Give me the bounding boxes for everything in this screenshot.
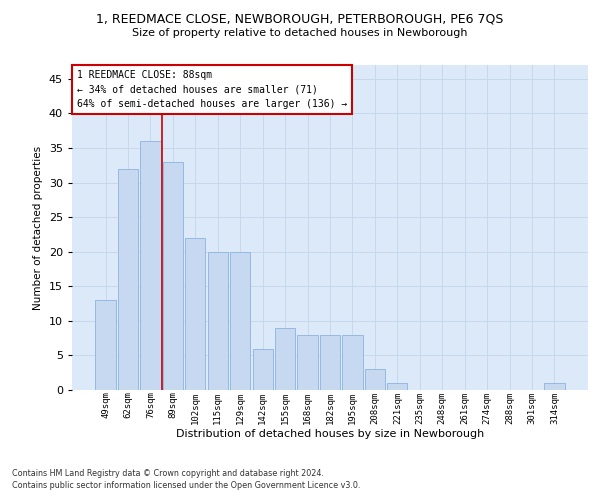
X-axis label: Distribution of detached houses by size in Newborough: Distribution of detached houses by size …	[176, 429, 484, 439]
Bar	[298, 334, 317, 390]
Text: 1, REEDMACE CLOSE, NEWBOROUGH, PETERBOROUGH, PE6 7QS: 1, REEDMACE CLOSE, NEWBOROUGH, PETERBORO…	[97, 12, 503, 26]
Bar	[95, 300, 116, 390]
Bar	[163, 162, 183, 390]
Bar	[118, 168, 138, 390]
Bar	[320, 334, 340, 390]
Bar	[208, 252, 228, 390]
Text: Contains public sector information licensed under the Open Government Licence v3: Contains public sector information licen…	[12, 481, 361, 490]
Bar	[230, 252, 250, 390]
Bar	[544, 383, 565, 390]
Text: Size of property relative to detached houses in Newborough: Size of property relative to detached ho…	[132, 28, 468, 38]
Y-axis label: Number of detached properties: Number of detached properties	[33, 146, 43, 310]
Bar	[365, 370, 385, 390]
Bar	[185, 238, 205, 390]
Text: 1 REEDMACE CLOSE: 88sqm
← 34% of detached houses are smaller (71)
64% of semi-de: 1 REEDMACE CLOSE: 88sqm ← 34% of detache…	[77, 70, 347, 110]
Bar	[343, 334, 362, 390]
Bar	[275, 328, 295, 390]
Text: Contains HM Land Registry data © Crown copyright and database right 2024.: Contains HM Land Registry data © Crown c…	[12, 468, 324, 477]
Bar	[140, 141, 161, 390]
Bar	[387, 383, 407, 390]
Bar	[253, 348, 273, 390]
